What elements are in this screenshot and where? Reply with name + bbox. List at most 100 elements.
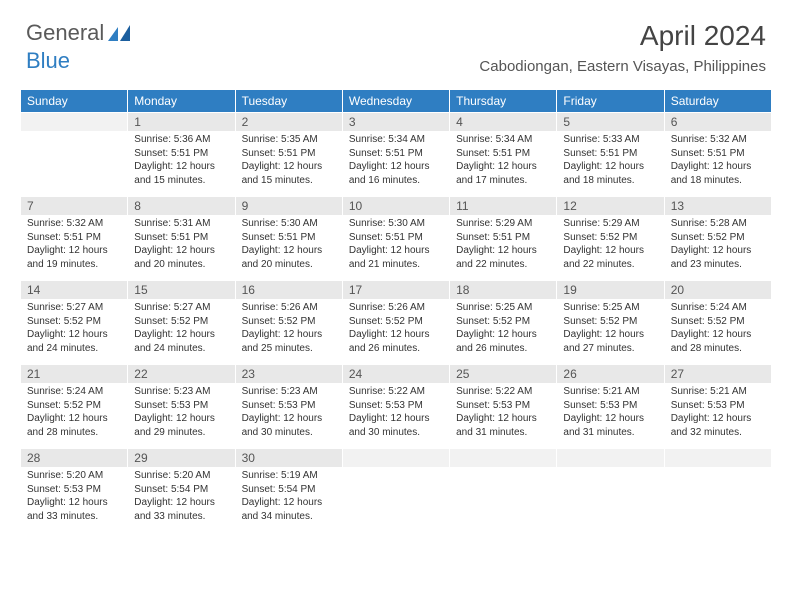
calendar-day-cell: 19Sunrise: 5:25 AMSunset: 5:52 PMDayligh…	[557, 281, 664, 365]
day-number: 9	[236, 197, 342, 215]
calendar-day-cell: 3Sunrise: 5:34 AMSunset: 5:51 PMDaylight…	[342, 113, 449, 197]
day-number: 20	[665, 281, 771, 299]
sunrise-text: Sunrise: 5:32 AM	[671, 133, 765, 147]
daylight-text: Daylight: 12 hours and 20 minutes.	[242, 244, 336, 271]
day-content: Sunrise: 5:23 AMSunset: 5:53 PMDaylight:…	[128, 383, 234, 443]
day-number-empty	[665, 449, 771, 467]
calendar-day-cell: 14Sunrise: 5:27 AMSunset: 5:52 PMDayligh…	[21, 281, 128, 365]
day-content: Sunrise: 5:33 AMSunset: 5:51 PMDaylight:…	[557, 131, 663, 191]
day-content: Sunrise: 5:24 AMSunset: 5:52 PMDaylight:…	[21, 383, 127, 443]
day-content: Sunrise: 5:34 AMSunset: 5:51 PMDaylight:…	[450, 131, 556, 191]
day-number: 13	[665, 197, 771, 215]
calendar-day-cell: 4Sunrise: 5:34 AMSunset: 5:51 PMDaylight…	[450, 113, 557, 197]
calendar-day-cell: 17Sunrise: 5:26 AMSunset: 5:52 PMDayligh…	[342, 281, 449, 365]
sunrise-text: Sunrise: 5:28 AM	[671, 217, 765, 231]
daylight-text: Daylight: 12 hours and 16 minutes.	[349, 160, 443, 187]
calendar-body: 1Sunrise: 5:36 AMSunset: 5:51 PMDaylight…	[21, 113, 772, 533]
calendar-day-cell: 1Sunrise: 5:36 AMSunset: 5:51 PMDaylight…	[128, 113, 235, 197]
sunset-text: Sunset: 5:52 PM	[456, 315, 550, 329]
calendar-day-cell: 27Sunrise: 5:21 AMSunset: 5:53 PMDayligh…	[664, 365, 771, 449]
sunset-text: Sunset: 5:51 PM	[242, 147, 336, 161]
sunrise-text: Sunrise: 5:20 AM	[134, 469, 228, 483]
sunrise-text: Sunrise: 5:30 AM	[242, 217, 336, 231]
day-content: Sunrise: 5:25 AMSunset: 5:52 PMDaylight:…	[450, 299, 556, 359]
sunset-text: Sunset: 5:52 PM	[671, 315, 765, 329]
day-content: Sunrise: 5:35 AMSunset: 5:51 PMDaylight:…	[236, 131, 342, 191]
day-content: Sunrise: 5:27 AMSunset: 5:52 PMDaylight:…	[128, 299, 234, 359]
sunset-text: Sunset: 5:53 PM	[27, 483, 121, 497]
sunset-text: Sunset: 5:51 PM	[134, 231, 228, 245]
day-number: 25	[450, 365, 556, 383]
daylight-text: Daylight: 12 hours and 31 minutes.	[456, 412, 550, 439]
logo-sail-icon	[108, 25, 132, 41]
calendar-day-cell: 12Sunrise: 5:29 AMSunset: 5:52 PMDayligh…	[557, 197, 664, 281]
logo-text-general: General	[26, 20, 104, 46]
sunrise-text: Sunrise: 5:33 AM	[563, 133, 657, 147]
day-content: Sunrise: 5:25 AMSunset: 5:52 PMDaylight:…	[557, 299, 663, 359]
calendar-day-cell: 9Sunrise: 5:30 AMSunset: 5:51 PMDaylight…	[235, 197, 342, 281]
day-content: Sunrise: 5:20 AMSunset: 5:53 PMDaylight:…	[21, 467, 127, 527]
sunset-text: Sunset: 5:51 PM	[456, 147, 550, 161]
calendar-week-row: 28Sunrise: 5:20 AMSunset: 5:53 PMDayligh…	[21, 449, 772, 533]
day-content: Sunrise: 5:24 AMSunset: 5:52 PMDaylight:…	[665, 299, 771, 359]
daylight-text: Daylight: 12 hours and 33 minutes.	[27, 496, 121, 523]
calendar-day-cell: 23Sunrise: 5:23 AMSunset: 5:53 PMDayligh…	[235, 365, 342, 449]
calendar-day-cell: 8Sunrise: 5:31 AMSunset: 5:51 PMDaylight…	[128, 197, 235, 281]
day-content: Sunrise: 5:22 AMSunset: 5:53 PMDaylight:…	[450, 383, 556, 443]
sunset-text: Sunset: 5:54 PM	[134, 483, 228, 497]
sunrise-text: Sunrise: 5:29 AM	[456, 217, 550, 231]
calendar-day-cell: 28Sunrise: 5:20 AMSunset: 5:53 PMDayligh…	[21, 449, 128, 533]
sunset-text: Sunset: 5:52 PM	[27, 315, 121, 329]
sunrise-text: Sunrise: 5:23 AM	[134, 385, 228, 399]
sunset-text: Sunset: 5:51 PM	[349, 231, 443, 245]
calendar-day-cell: 26Sunrise: 5:21 AMSunset: 5:53 PMDayligh…	[557, 365, 664, 449]
calendar-empty-cell	[342, 449, 449, 533]
day-content: Sunrise: 5:29 AMSunset: 5:52 PMDaylight:…	[557, 215, 663, 275]
daylight-text: Daylight: 12 hours and 30 minutes.	[349, 412, 443, 439]
daylight-text: Daylight: 12 hours and 18 minutes.	[671, 160, 765, 187]
sunset-text: Sunset: 5:51 PM	[563, 147, 657, 161]
location-text: Cabodiongan, Eastern Visayas, Philippine…	[479, 58, 766, 75]
calendar-week-row: 7Sunrise: 5:32 AMSunset: 5:51 PMDaylight…	[21, 197, 772, 281]
sunrise-text: Sunrise: 5:21 AM	[671, 385, 765, 399]
weekday-header: Monday	[128, 90, 235, 113]
sunset-text: Sunset: 5:52 PM	[349, 315, 443, 329]
day-content: Sunrise: 5:28 AMSunset: 5:52 PMDaylight:…	[665, 215, 771, 275]
sunset-text: Sunset: 5:53 PM	[563, 399, 657, 413]
calendar-head: SundayMondayTuesdayWednesdayThursdayFrid…	[21, 90, 772, 113]
day-number: 11	[450, 197, 556, 215]
day-number: 22	[128, 365, 234, 383]
weekday-header: Tuesday	[235, 90, 342, 113]
calendar-day-cell: 10Sunrise: 5:30 AMSunset: 5:51 PMDayligh…	[342, 197, 449, 281]
calendar-day-cell: 7Sunrise: 5:32 AMSunset: 5:51 PMDaylight…	[21, 197, 128, 281]
sunset-text: Sunset: 5:52 PM	[27, 399, 121, 413]
day-content: Sunrise: 5:32 AMSunset: 5:51 PMDaylight:…	[21, 215, 127, 275]
sunrise-text: Sunrise: 5:20 AM	[27, 469, 121, 483]
daylight-text: Daylight: 12 hours and 18 minutes.	[563, 160, 657, 187]
calendar-day-cell: 5Sunrise: 5:33 AMSunset: 5:51 PMDaylight…	[557, 113, 664, 197]
day-content: Sunrise: 5:26 AMSunset: 5:52 PMDaylight:…	[236, 299, 342, 359]
day-content: Sunrise: 5:31 AMSunset: 5:51 PMDaylight:…	[128, 215, 234, 275]
day-number: 6	[665, 113, 771, 131]
day-number: 27	[665, 365, 771, 383]
calendar-day-cell: 15Sunrise: 5:27 AMSunset: 5:52 PMDayligh…	[128, 281, 235, 365]
sunset-text: Sunset: 5:51 PM	[349, 147, 443, 161]
calendar-day-cell: 16Sunrise: 5:26 AMSunset: 5:52 PMDayligh…	[235, 281, 342, 365]
weekday-header: Friday	[557, 90, 664, 113]
day-number-empty	[343, 449, 449, 467]
daylight-text: Daylight: 12 hours and 33 minutes.	[134, 496, 228, 523]
daylight-text: Daylight: 12 hours and 17 minutes.	[456, 160, 550, 187]
day-number: 19	[557, 281, 663, 299]
day-number-empty	[450, 449, 556, 467]
daylight-text: Daylight: 12 hours and 19 minutes.	[27, 244, 121, 271]
day-content: Sunrise: 5:26 AMSunset: 5:52 PMDaylight:…	[343, 299, 449, 359]
sunrise-text: Sunrise: 5:29 AM	[563, 217, 657, 231]
day-number: 17	[343, 281, 449, 299]
day-number: 14	[21, 281, 127, 299]
day-number: 28	[21, 449, 127, 467]
sunrise-text: Sunrise: 5:31 AM	[134, 217, 228, 231]
daylight-text: Daylight: 12 hours and 34 minutes.	[242, 496, 336, 523]
sunset-text: Sunset: 5:52 PM	[242, 315, 336, 329]
sunset-text: Sunset: 5:53 PM	[134, 399, 228, 413]
header: General April 2024 Cabodiongan, Eastern …	[0, 0, 792, 79]
